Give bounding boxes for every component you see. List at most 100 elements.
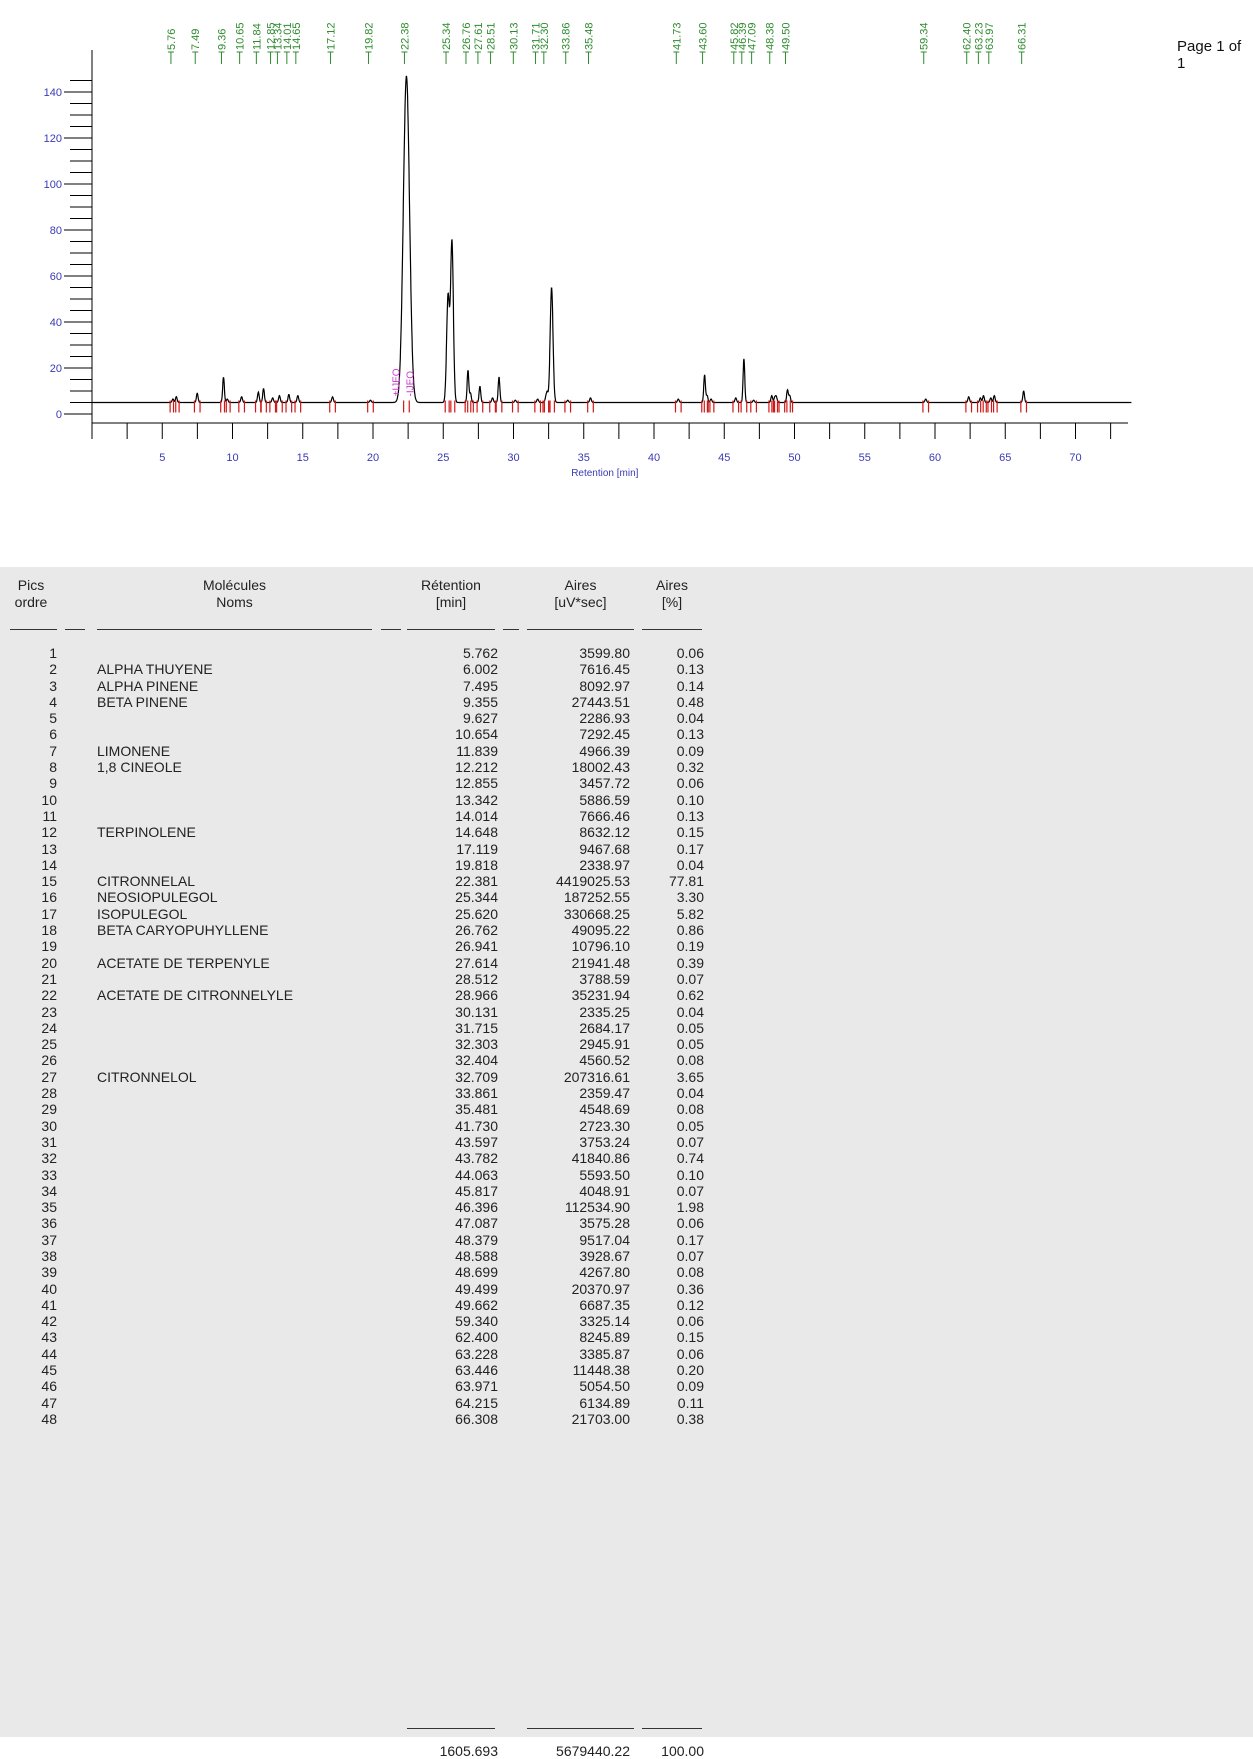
molecule-name: TERPINOLENE	[97, 824, 196, 841]
peak-order: 23	[41, 1003, 57, 1020]
page-indicator: Page 1 of 1	[1177, 38, 1242, 72]
area-percent: 0.12	[676, 1296, 704, 1313]
table-row: 35 46.396 112534.90 1.98	[0, 1199, 1253, 1215]
table-row: 34 45.817 4048.91 0.07	[0, 1183, 1253, 1199]
table-row: 46 63.971 5054.50 0.09	[0, 1378, 1253, 1394]
top-peak-label: 27.61	[473, 22, 485, 50]
molecule-name: ACETATE DE CITRONNELYLE	[97, 987, 294, 1004]
table-row: 36 47.087 3575.28 0.06	[0, 1215, 1253, 1231]
retention-time: 32.709	[455, 1068, 498, 1085]
retention-time: 45.817	[455, 1182, 498, 1199]
x-tick-label: 45	[718, 452, 730, 464]
area-percent: 77.81	[668, 873, 704, 890]
header-rule	[527, 629, 634, 630]
retention-time: 22.381	[455, 873, 498, 890]
total-rule	[527, 1728, 634, 1729]
area-percent: 1.98	[676, 1199, 704, 1216]
molecule-name: NEOSIOPULEGOL	[97, 889, 218, 906]
molecule-name: 1,8 CINEOLE	[97, 759, 182, 776]
table-row: 2 ALPHA THUYENE 6.002 7616.45 0.13	[0, 661, 1253, 677]
table-row: 44 63.228 3385.87 0.06	[0, 1346, 1253, 1362]
retention-time: 41.730	[455, 1117, 498, 1134]
top-peak-label: 45.82	[729, 22, 741, 50]
top-peak-label: 5.76	[166, 29, 178, 50]
table-row: 20 ACETATE DE TERPENYLE 27.614 21941.48 0.39	[0, 955, 1253, 971]
table-row: 18 BETA CARYOPUHYLLENE 26.762 49095.22 0.86	[0, 922, 1253, 938]
table-row: 11 14.014 7666.46 0.13	[0, 808, 1253, 824]
peak-area: 35231.94	[571, 987, 630, 1004]
area-percent: 0.05	[676, 1019, 704, 1036]
peak-area: 112534.90	[564, 1199, 630, 1216]
retention-time: 14.648	[455, 824, 498, 841]
area-percent: 0.38	[676, 1410, 704, 1427]
y-tick-label: 80	[50, 225, 62, 237]
peak-area: 9517.04	[579, 1231, 630, 1248]
x-tick-label: 35	[578, 452, 590, 464]
table-row: 48 66.308 21703.00 0.38	[0, 1411, 1253, 1427]
table-row: 17 ISOPULEGOL 25.620 330668.25 5.82	[0, 906, 1253, 922]
molecule-name: CITRONNELAL	[97, 873, 196, 890]
peak-area: 3325.14	[579, 1313, 630, 1330]
area-percent: 0.09	[676, 1378, 704, 1395]
peak-order: 7	[49, 742, 57, 759]
peak-rows: 1 5.762 3599.80 0.06 2 ALPHA THUYENE 6.002 7616…	[0, 645, 1253, 1427]
table-row: 45 63.446 11448.38 0.20	[0, 1362, 1253, 1378]
retention-time: 12.855	[455, 775, 498, 792]
top-peak-label: 33.86	[561, 22, 573, 50]
peak-order: 8	[49, 759, 57, 776]
area-percent: 0.62	[676, 987, 704, 1004]
peak-area: 330668.25	[563, 905, 630, 922]
peak-area: 4267.80	[579, 1264, 630, 1281]
table-row: 31 43.597 3753.24 0.07	[0, 1134, 1253, 1150]
y-tick-label: 100	[44, 179, 62, 191]
peak-area: 7666.46	[579, 807, 630, 824]
area-percent: 0.06	[676, 775, 704, 792]
header-order: Pics ordre	[14, 577, 48, 610]
peak-order: 6	[49, 726, 57, 743]
y-tick-label: 20	[50, 363, 62, 375]
table-row: 14 19.818 2338.97 0.04	[0, 857, 1253, 873]
total-area: 5679440.22	[556, 1743, 630, 1759]
area-percent: 0.05	[676, 1036, 704, 1053]
table-row: 39 48.699 4267.80 0.08	[0, 1264, 1253, 1280]
peak-order: 15	[41, 873, 57, 890]
peak-order: 40	[41, 1280, 57, 1297]
retention-time: 44.063	[455, 1166, 498, 1183]
table-row: 8 1,8 CINEOLE 12.212 18002.43 0.32	[0, 759, 1253, 775]
retention-time: 32.303	[455, 1036, 498, 1053]
peak-order: 2	[49, 661, 57, 678]
peak-area: 49095.22	[571, 922, 630, 939]
area-percent: 0.14	[676, 677, 704, 694]
table-row: 23 30.131 2335.25 0.04	[0, 1004, 1253, 1020]
x-tick-label: 65	[999, 452, 1011, 464]
peak-area: 11448.38	[572, 1362, 630, 1379]
area-percent: 0.15	[676, 824, 704, 841]
header-rule	[381, 629, 401, 630]
retention-time: 26.762	[455, 922, 498, 939]
peak-area: 187252.55	[563, 889, 630, 906]
area-percent: 0.17	[676, 840, 704, 857]
peak-order: 12	[41, 824, 57, 841]
y-tick-label: 40	[50, 317, 62, 329]
table-row: 28 33.861 2359.47 0.04	[0, 1085, 1253, 1101]
retention-time: 59.340	[455, 1313, 498, 1330]
peak-order: 19	[41, 938, 57, 955]
top-peak-label: 41.73	[671, 22, 683, 50]
retention-time: 28.966	[455, 987, 498, 1004]
peak-order: 45	[41, 1362, 57, 1379]
top-peak-label: 14.01	[282, 22, 294, 50]
area-percent: 0.04	[676, 710, 704, 727]
peak-area: 3788.59	[579, 970, 630, 987]
retention-time: 26.941	[455, 938, 498, 955]
peak-area: 10796.10	[571, 938, 630, 955]
peak-order: 18	[41, 922, 57, 939]
peak-area: 4966.39	[579, 742, 630, 759]
area-percent: 0.19	[676, 938, 704, 955]
header-area: Aires [uV*sec]	[554, 577, 607, 610]
peak-order: 41	[41, 1296, 57, 1313]
area-percent: 0.48	[676, 693, 704, 710]
peak-area: 20370.97	[571, 1280, 630, 1297]
table-row: 7 LIMONENE 11.839 4966.39 0.09	[0, 743, 1253, 759]
top-peak-label: 28.51	[486, 22, 498, 50]
x-tick-label: 10	[226, 452, 238, 464]
